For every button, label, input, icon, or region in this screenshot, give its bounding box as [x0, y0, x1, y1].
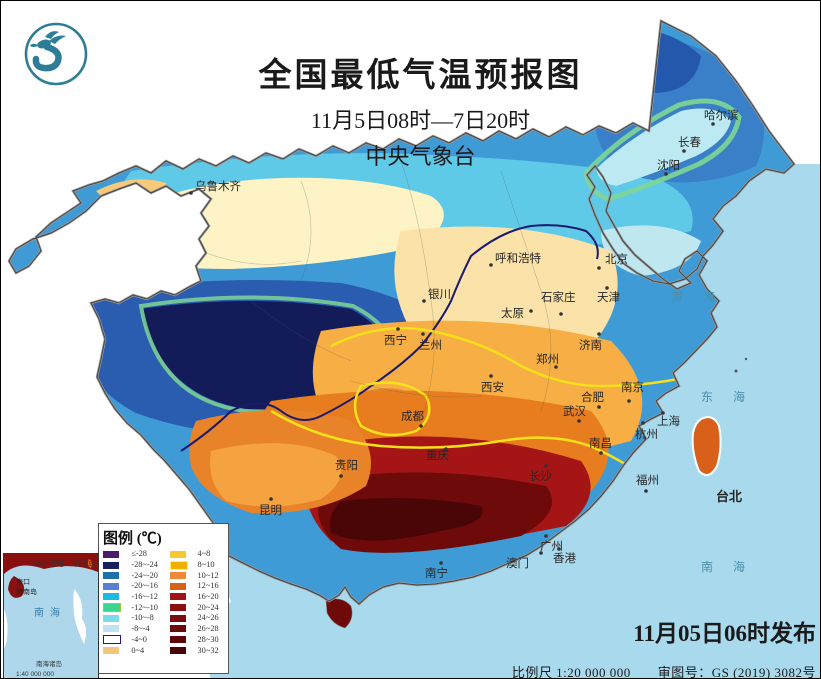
svg-text:乌鲁木齐: 乌鲁木齐 — [195, 179, 241, 193]
svg-text:成都: 成都 — [401, 410, 424, 423]
svg-text:1:40 000 000: 1:40 000 000 — [16, 671, 54, 678]
svg-text:香港: 香港 — [553, 552, 576, 565]
svg-text:海口: 海口 — [16, 577, 30, 586]
svg-text:海南岛: 海南岛 — [16, 587, 37, 596]
svg-text:福州: 福州 — [636, 473, 659, 487]
svg-text:济南: 济南 — [579, 338, 602, 352]
svg-text:澳门: 澳门 — [506, 556, 529, 570]
svg-text:南宁: 南宁 — [425, 566, 448, 580]
svg-text:合肥: 合肥 — [581, 390, 604, 404]
svg-text:上海: 上海 — [657, 414, 680, 428]
svg-text:南 海: 南 海 — [701, 559, 749, 574]
svg-text:南海: 南海 — [34, 606, 66, 619]
svg-text:台湾岛: 台湾岛 — [74, 559, 95, 568]
svg-text:北京: 北京 — [605, 252, 628, 266]
svg-text:石家庄: 石家庄 — [541, 290, 576, 304]
svg-text:杭州: 杭州 — [635, 427, 658, 441]
svg-text:海口 香港: 海口 香港 — [34, 559, 64, 568]
svg-text:太原: 太原 — [501, 307, 524, 320]
svg-text:昆明: 昆明 — [259, 504, 282, 517]
svg-text:兰州: 兰州 — [419, 339, 442, 352]
svg-text:郑州: 郑州 — [536, 352, 559, 366]
svg-text:黄 海: 黄 海 — [671, 289, 719, 304]
svg-text:天津: 天津 — [597, 291, 620, 304]
svg-text:广州: 广州 — [540, 540, 563, 553]
svg-text:长沙: 长沙 — [529, 470, 552, 483]
svg-text:南昌: 南昌 — [589, 436, 612, 450]
svg-text:呼和浩特: 呼和浩特 — [495, 251, 541, 265]
svg-text:西安: 西安 — [481, 380, 504, 394]
svg-text:贵阳: 贵阳 — [335, 459, 358, 472]
svg-text:西宁: 西宁 — [384, 333, 407, 347]
svg-text:台北: 台北 — [716, 489, 742, 504]
svg-text:南京: 南京 — [621, 380, 644, 394]
svg-text:武汉: 武汉 — [563, 405, 586, 418]
svg-text:南海诸岛: 南海诸岛 — [36, 659, 62, 668]
svg-text:银川: 银川 — [428, 287, 451, 301]
svg-text:东 海: 东 海 — [701, 389, 749, 404]
svg-text:重庆: 重庆 — [426, 448, 449, 462]
